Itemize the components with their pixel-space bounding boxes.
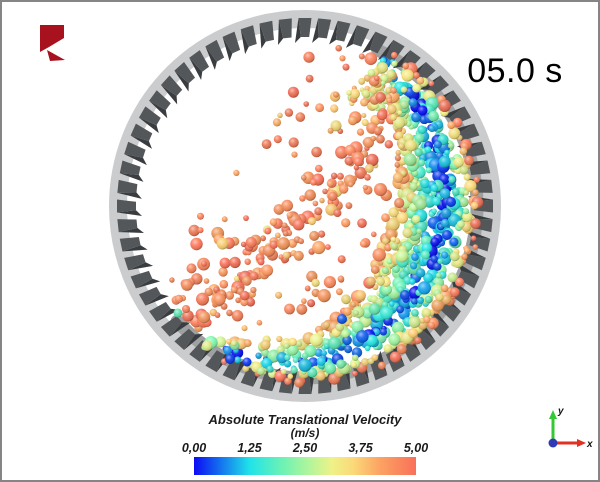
legend-tick: 0,00 xyxy=(181,441,207,455)
legend-tick: 5,00 xyxy=(403,441,429,455)
y-axis-arrowhead xyxy=(549,410,557,419)
x-axis-arrowhead xyxy=(577,439,586,447)
legend-units: (m/s) xyxy=(290,426,320,440)
rocky-dem-logo-icon xyxy=(40,25,65,61)
legend-title: Absolute Translational Velocity xyxy=(208,412,402,427)
simulation-time-label: 05.0 s xyxy=(467,52,563,90)
legend-tick: 1,25 xyxy=(237,441,262,455)
legend-tick: 2,50 xyxy=(292,441,318,455)
velocity-colorbar xyxy=(194,457,416,475)
particles-layer xyxy=(169,44,484,388)
legend-tick: 3,75 xyxy=(348,441,373,455)
z-axis-origin-dot xyxy=(548,438,558,448)
legend-tick-row: 0,00 1,25 2,50 3,75 5,00 xyxy=(182,441,428,455)
x-axis-label: x xyxy=(586,439,593,450)
orientation-axes-widget: y x xyxy=(548,406,593,450)
y-axis-label: y xyxy=(557,406,564,417)
velocity-legend: Absolute Translational Velocity (m/s) 0,… xyxy=(152,413,458,475)
